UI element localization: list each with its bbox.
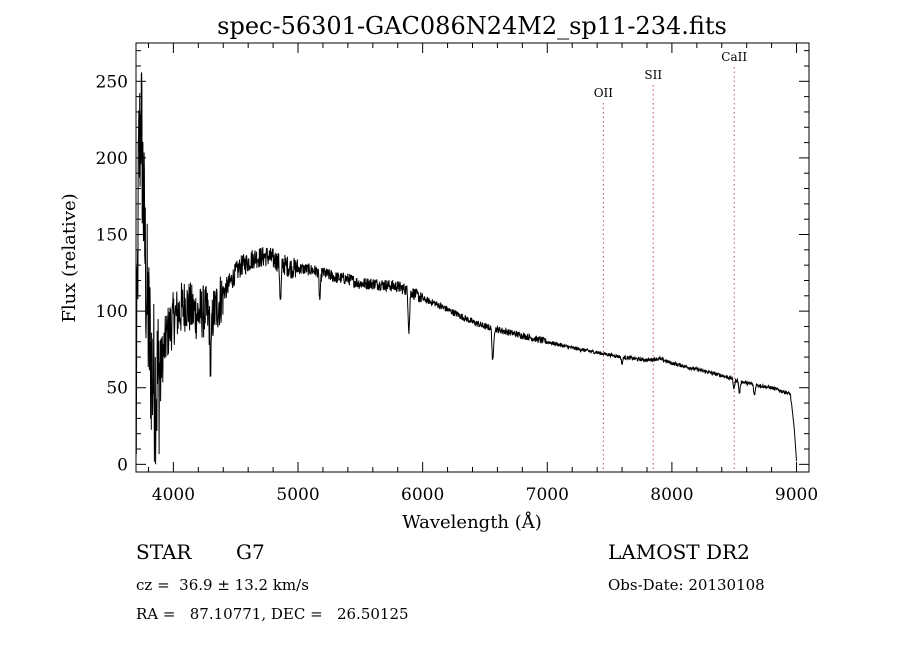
x-axis-label: Wavelength (Å): [402, 511, 542, 533]
y-tick-label: 0: [117, 455, 128, 475]
survey-name: LAMOST DR2: [608, 540, 750, 564]
coordinates-readout: RA = 87.10771, DEC = 26.50125: [136, 605, 409, 623]
y-tick-label: 250: [96, 72, 128, 92]
line-marker-label: OII: [594, 86, 614, 100]
line-marker-label: CaII: [721, 50, 747, 64]
axis-ticks: [136, 43, 809, 472]
redshift-readout: cz = 36.9 ± 13.2 km/s: [136, 576, 309, 594]
chart-title: spec-56301-GAC086N24M2_sp11-234.fits: [217, 12, 727, 40]
x-tick-label: 5000: [276, 485, 319, 505]
x-tick-label: 9000: [775, 485, 818, 505]
line-marker-label: SII: [644, 68, 662, 82]
tick-labels: 4000 5000 6000 7000 8000 9000 0 50 100 150 200 250: [96, 72, 819, 505]
y-axis-label: Flux (relative): [59, 193, 80, 322]
spectrum-series-line: [135, 72, 797, 465]
spectral-subclass: G7: [236, 540, 265, 564]
x-tick-label: 6000: [401, 485, 444, 505]
x-tick-label: 7000: [526, 485, 569, 505]
y-tick-label: 100: [96, 302, 128, 322]
x-tick-label: 4000: [152, 485, 195, 505]
x-tick-label: 8000: [650, 485, 693, 505]
y-tick-label: 50: [106, 379, 128, 399]
plot-frame: [135, 42, 810, 473]
object-type: STAR: [136, 540, 192, 564]
y-tick-label: 200: [96, 149, 128, 169]
observation-date: Obs-Date: 20130108: [608, 576, 765, 594]
y-tick-label: 150: [96, 226, 128, 246]
line-markers: OII SII CaII: [594, 50, 747, 472]
